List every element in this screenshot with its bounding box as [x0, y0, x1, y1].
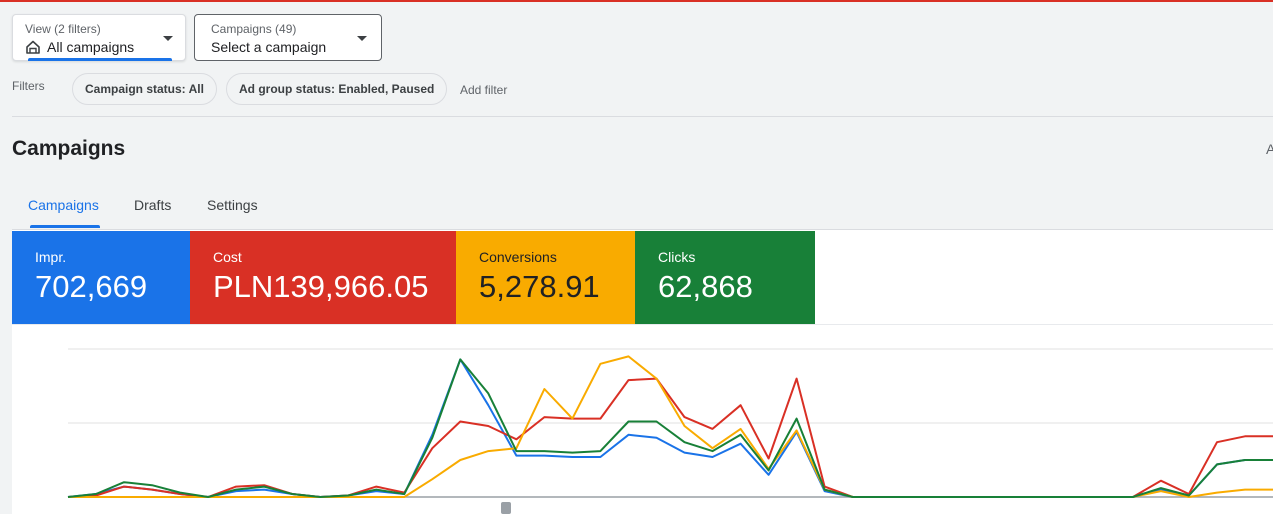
home-icon [26, 40, 40, 54]
metric-value: 702,669 [35, 269, 148, 304]
metric-value: 62,868 [658, 269, 753, 304]
campaign-dropdown-label: Campaigns (49) [211, 22, 297, 36]
page-title: Campaigns [12, 137, 126, 160]
campaign-dropdown[interactable]: Campaigns (49) Select a campaign [194, 14, 382, 61]
view-dropdown-value-row: All campaigns [25, 39, 134, 55]
truncated-right-text: A [1266, 141, 1273, 157]
metrics-divider [12, 324, 1273, 325]
chevron-down-icon [163, 36, 173, 41]
tab-campaigns[interactable]: Campaigns [28, 197, 99, 213]
chevron-down-icon [357, 36, 367, 41]
metric-name: Conversions [479, 249, 557, 265]
top-accent-line [0, 0, 1273, 2]
view-dropdown[interactable]: View (2 filters) All campaigns [12, 14, 186, 61]
filter-chip-campaign-status[interactable]: Campaign status: All [72, 73, 217, 105]
filter-chip-ad-group-status[interactable]: Ad group status: Enabled, Paused [226, 73, 448, 105]
metric-value: PLN139,966.05 [213, 269, 429, 304]
tab-settings[interactable]: Settings [207, 197, 258, 213]
metric-card-conversions[interactable]: Conversions 5,278.91 [456, 231, 635, 324]
campaign-dropdown-value: Select a campaign [211, 39, 327, 55]
filters-divider [12, 116, 1273, 117]
metric-name: Cost [213, 249, 242, 265]
chart-scroll-handle[interactable] [501, 502, 511, 514]
view-dropdown-value: All campaigns [47, 39, 135, 55]
metric-value: 5,278.91 [479, 269, 600, 304]
metric-card-clicks[interactable]: Clicks 62,868 [635, 231, 815, 324]
metric-name: Impr. [35, 249, 67, 265]
metric-card-impressions[interactable]: Impr. 702,669 [12, 231, 190, 324]
add-filter-button[interactable]: Add filter [460, 83, 508, 97]
view-dropdown-label: View (2 filters) [25, 22, 101, 36]
metric-name: Clicks [658, 249, 696, 265]
tab-drafts[interactable]: Drafts [134, 197, 172, 213]
view-dropdown-underline [28, 58, 172, 61]
metric-card-cost[interactable]: Cost PLN139,966.05 [190, 231, 456, 324]
filters-label: Filters [12, 79, 45, 93]
active-tab-indicator [30, 225, 100, 228]
